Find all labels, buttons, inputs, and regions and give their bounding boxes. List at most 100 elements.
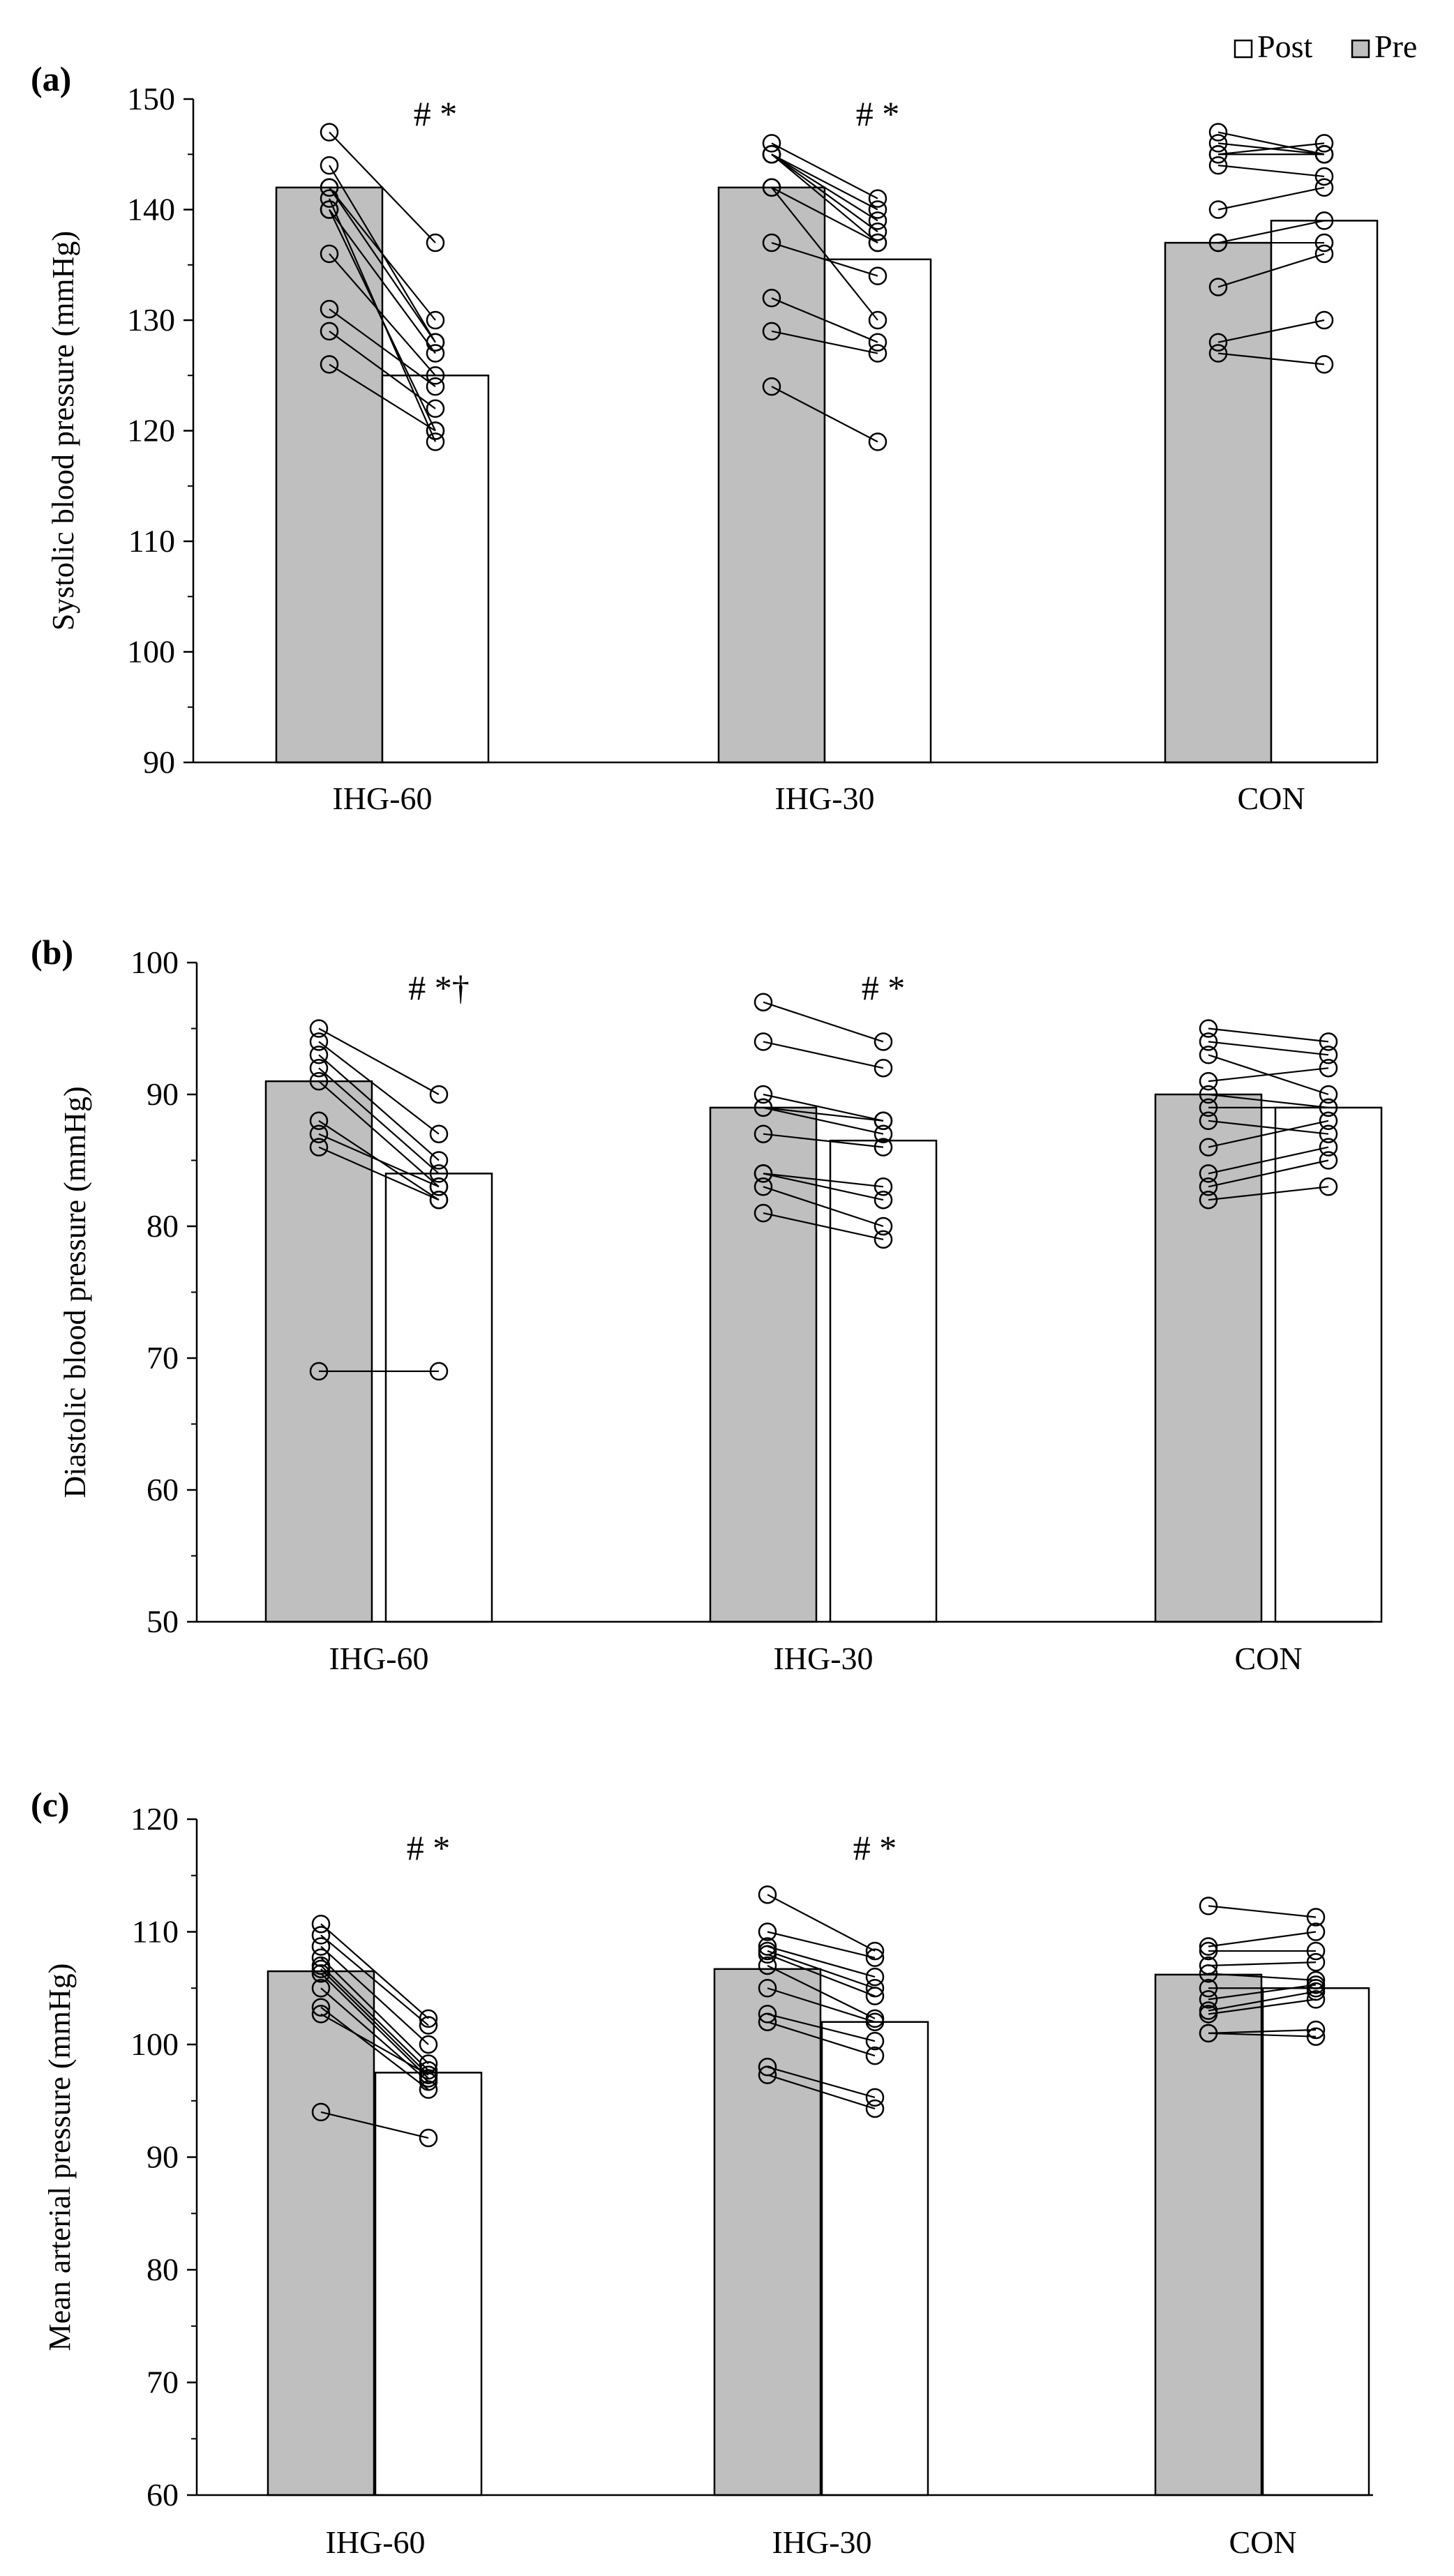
post-marker: [426, 344, 445, 363]
significance-annotation: # *: [862, 968, 906, 1007]
pre-marker: [320, 200, 339, 219]
post-bar: [1261, 1987, 1370, 2496]
post-marker: [865, 2012, 885, 2031]
pre-marker: [309, 1019, 329, 1038]
participant-line: [763, 1001, 884, 1043]
post-marker: [419, 2080, 438, 2099]
y-tick-label: 110: [132, 1914, 179, 1950]
participant-line: [1217, 142, 1325, 156]
post-marker: [1306, 2020, 1326, 2040]
participant-line: [1208, 1120, 1329, 1135]
post-marker: [874, 1058, 893, 1078]
participant-line: [763, 1093, 884, 1122]
participant-line: [771, 186, 878, 244]
participant-line: [329, 330, 436, 409]
participant-line: [1217, 131, 1325, 156]
participant-line: [767, 1950, 876, 1989]
participant-line: [1208, 1120, 1329, 1148]
pre-marker: [1199, 1177, 1218, 1196]
post-marker: [865, 1987, 885, 2005]
pre-marker: [758, 1922, 777, 1941]
post-marker: [874, 1230, 893, 1249]
post-marker: [868, 344, 887, 363]
post-marker: [426, 233, 445, 253]
post-marker: [868, 432, 887, 451]
x-category-label: IHG-30: [772, 2524, 871, 2560]
pre-marker: [1199, 1979, 1218, 1998]
pre-marker: [309, 1111, 329, 1131]
pre-marker: [1208, 134, 1228, 153]
significance-annotation: # *†: [408, 968, 470, 1007]
pre-marker: [309, 1046, 329, 1064]
post-marker: [426, 399, 445, 419]
post-marker: [1319, 1111, 1338, 1131]
participant-line: [1217, 352, 1325, 366]
pre-marker: [1208, 278, 1228, 296]
pre-marker: [1199, 1085, 1218, 1104]
post-marker: [865, 2046, 885, 2065]
pre-marker: [309, 1032, 329, 1051]
post-marker: [874, 1177, 893, 1196]
pre-bar: [1164, 241, 1273, 764]
pre-marker: [320, 355, 339, 374]
post-marker: [868, 189, 887, 208]
x-category-label: IHG-30: [773, 1641, 873, 1676]
post-marker: [865, 2031, 885, 2051]
pre-marker: [1199, 1046, 1218, 1064]
legend-post-swatch: [1234, 39, 1253, 59]
participant-line: [763, 1173, 884, 1201]
post-marker: [426, 333, 445, 352]
pre-bar: [267, 1970, 375, 2496]
significance-annotation: # *: [414, 94, 458, 133]
post-marker: [426, 432, 445, 451]
participant-line: [763, 1133, 884, 1148]
y-tick-label: 80: [147, 2252, 179, 2287]
post-marker: [874, 1032, 893, 1051]
participant-line: [1217, 186, 1325, 211]
participant-line: [771, 153, 878, 211]
post-marker: [426, 421, 445, 440]
post-marker: [426, 377, 445, 396]
x-category-label: IHG-60: [332, 781, 432, 816]
pre-marker: [758, 1945, 777, 1964]
participant-line: [329, 308, 436, 387]
participant-line: [763, 1041, 884, 1069]
post-marker: [868, 200, 887, 219]
pre-bar: [264, 1080, 373, 1623]
y-axis-title: Systolic blood pressure (mmHg): [46, 231, 80, 631]
pre-marker: [311, 1914, 331, 1934]
participant-line: [318, 1080, 440, 1188]
pre-marker: [309, 1138, 329, 1157]
post-marker: [429, 1164, 449, 1183]
y-axis-title: Diastolic blood pressure (mmHg): [58, 1086, 92, 1498]
y-tick-label: 60: [147, 2477, 179, 2513]
panel-label: (a): [31, 59, 71, 98]
pre-marker: [311, 1937, 331, 1956]
panel-a-systolic: 90 100 110 120 130 140 150 Systolic blood press…: [31, 59, 1379, 816]
participant-line: [1208, 1093, 1329, 1108]
participant-line: [771, 153, 878, 243]
pre-marker: [762, 134, 781, 153]
participant-line: [1208, 1159, 1329, 1188]
participant-line: [320, 1923, 429, 2019]
participant-line: [318, 1133, 440, 1188]
post-marker: [1306, 1982, 1326, 2001]
post-bar: [820, 2021, 929, 2496]
legend: Post Pre: [1234, 29, 1417, 64]
pre-marker: [762, 145, 781, 164]
participant-line: [1208, 1027, 1329, 1043]
participant-line: [1208, 1146, 1329, 1175]
post-marker: [426, 310, 445, 330]
post-marker: [1319, 1032, 1338, 1051]
y-tick-label: 140: [127, 192, 175, 227]
post-marker: [1314, 211, 1334, 230]
pre-marker: [754, 1164, 773, 1183]
participant-line: [320, 1945, 429, 2045]
participant-line: [320, 1987, 429, 2083]
participant-line: [1208, 2028, 1317, 2034]
y-tick-label: 90: [147, 2139, 179, 2175]
pre-marker: [309, 1124, 329, 1143]
participant-line: [767, 1945, 876, 1978]
y-tick-label: 110: [128, 523, 175, 559]
